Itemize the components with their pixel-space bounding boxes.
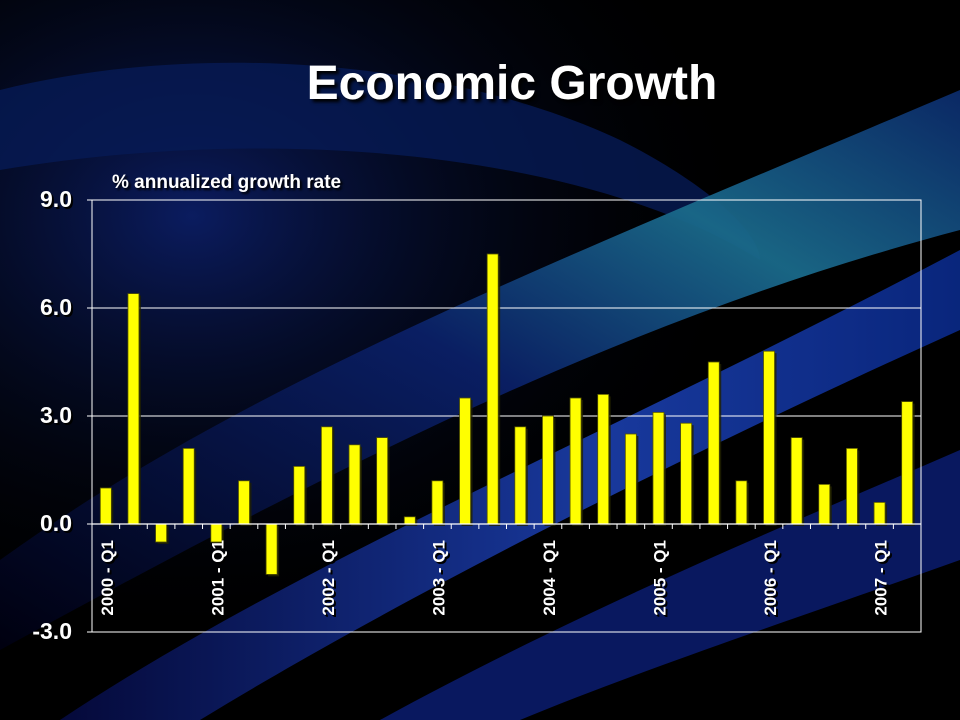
x-tick-label: 2005 - Q1 bbox=[650, 540, 669, 616]
bar bbox=[155, 523, 167, 543]
bar bbox=[99, 487, 112, 525]
bar bbox=[652, 411, 665, 525]
y-tick-label: 3.0 bbox=[40, 402, 72, 428]
bar bbox=[901, 401, 914, 525]
bar bbox=[238, 480, 250, 525]
x-tick-label: 2007 - Q1 bbox=[872, 540, 891, 616]
x-tick-label: 2003 - Q1 bbox=[429, 540, 448, 616]
bar bbox=[597, 393, 610, 525]
y-tick-label-shadow: 0.0 bbox=[42, 512, 74, 538]
bar bbox=[403, 516, 416, 525]
bar bbox=[459, 397, 471, 525]
bar bbox=[293, 465, 306, 525]
bar bbox=[763, 350, 775, 525]
bar bbox=[376, 437, 389, 525]
y-tick-label: 9.0 bbox=[40, 186, 72, 212]
x-tick-label: 2000 - Q1 bbox=[98, 540, 117, 616]
bar bbox=[818, 483, 831, 525]
y-tick-label: -3.0 bbox=[32, 618, 72, 644]
bar bbox=[707, 361, 720, 525]
bar bbox=[127, 293, 140, 525]
bar bbox=[486, 253, 499, 525]
bar bbox=[624, 433, 637, 525]
x-tick-label-shadow: 2000 - Q1 bbox=[100, 542, 119, 618]
bar bbox=[790, 437, 803, 525]
x-tick-label: 2002 - Q1 bbox=[319, 540, 338, 616]
bar bbox=[265, 523, 278, 575]
y-axis-unit-label: % annualized growth rate bbox=[112, 172, 342, 193]
bar bbox=[569, 397, 582, 525]
bar bbox=[348, 444, 361, 525]
x-tick-label-shadow: 2004 - Q1 bbox=[542, 542, 561, 618]
x-tick-label: 2001 - Q1 bbox=[208, 540, 227, 616]
bar bbox=[182, 447, 195, 525]
slide-title: Economic Growth bbox=[306, 57, 718, 110]
x-tick-label-shadow: 2002 - Q1 bbox=[321, 542, 340, 618]
y-tick-label-shadow: 3.0 bbox=[42, 404, 74, 430]
x-tick-label: 2004 - Q1 bbox=[540, 540, 559, 616]
bar bbox=[735, 480, 748, 525]
bar bbox=[210, 523, 223, 543]
bar bbox=[680, 422, 693, 525]
bar bbox=[514, 426, 527, 525]
y-tick-label-shadow: 6.0 bbox=[42, 296, 74, 322]
x-tick-label-shadow: 2006 - Q1 bbox=[763, 542, 782, 618]
bar bbox=[431, 480, 444, 525]
x-tick-label-shadow: 2001 - Q1 bbox=[210, 542, 229, 618]
y-tick-label-shadow: -3.0 bbox=[34, 620, 74, 646]
y-tick-label: 6.0 bbox=[40, 294, 72, 320]
bar bbox=[320, 426, 333, 525]
x-tick-label-shadow: 2003 - Q1 bbox=[431, 542, 450, 618]
y-tick-label-shadow: 9.0 bbox=[42, 188, 74, 214]
bar bbox=[542, 415, 554, 525]
x-tick-label-shadow: 2007 - Q1 bbox=[874, 542, 893, 618]
bar bbox=[873, 501, 886, 525]
x-tick-label-shadow: 2005 - Q1 bbox=[652, 542, 671, 618]
x-tick-label: 2006 - Q1 bbox=[761, 540, 780, 616]
bar bbox=[846, 447, 858, 525]
y-tick-label: 0.0 bbox=[40, 510, 72, 536]
